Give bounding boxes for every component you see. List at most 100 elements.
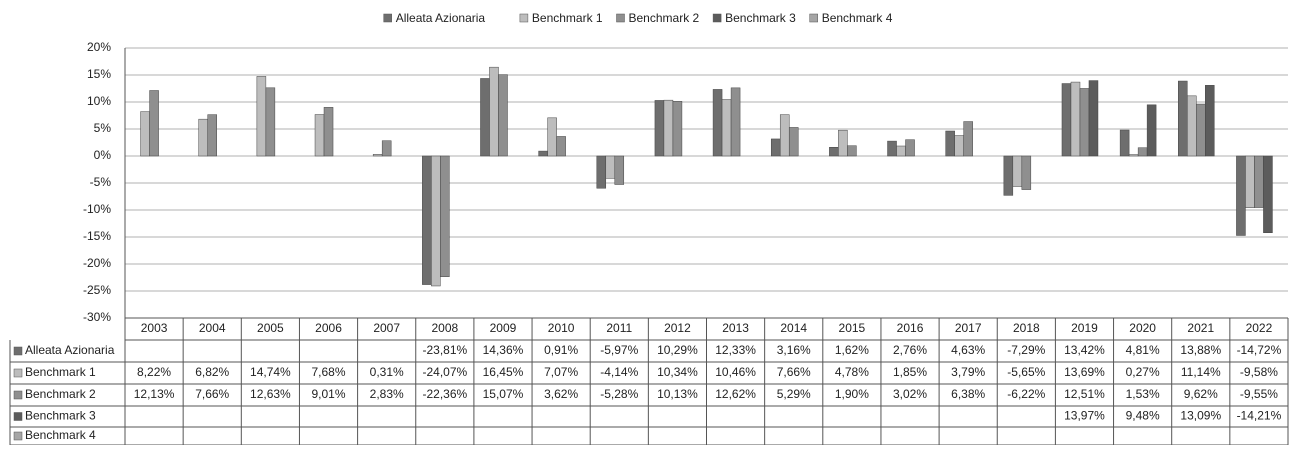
table-cell: 16,45%	[483, 365, 524, 379]
table-cell: 13,09%	[1180, 409, 1221, 423]
bar	[1079, 88, 1090, 157]
bar	[431, 155, 441, 287]
x-tick-label: 2013	[722, 321, 749, 335]
table-cell: 9,48%	[1126, 409, 1160, 423]
bar	[1070, 81, 1081, 157]
bar	[838, 129, 848, 157]
bar	[712, 89, 723, 157]
bar	[149, 90, 159, 157]
bar	[1263, 155, 1273, 233]
table-swatch	[13, 431, 23, 441]
bar	[547, 117, 557, 157]
bar	[489, 66, 499, 157]
legend-label: Benchmark 4	[822, 11, 893, 25]
x-tick-label: 2011	[606, 321, 632, 335]
bar	[538, 150, 548, 157]
table-cell: 2,83%	[370, 387, 404, 401]
table-cell: 3,62%	[544, 387, 578, 401]
x-tick-label: 2009	[490, 321, 517, 335]
bar	[1196, 103, 1206, 157]
table-row-label: Benchmark 4	[25, 428, 96, 442]
table-cell: 5,29%	[777, 387, 811, 401]
table-row-label: Alleata Azionaria	[25, 343, 115, 357]
table-cell: 15,07%	[483, 387, 524, 401]
table-swatch	[13, 346, 23, 356]
bar	[265, 87, 276, 157]
table-cell: 7,66%	[195, 387, 229, 401]
y-tick-label: -5%	[90, 175, 112, 189]
bar	[614, 155, 625, 185]
x-tick-label: 2022	[1246, 321, 1273, 335]
x-tick-label: 2016	[897, 321, 924, 335]
table-cell: 10,13%	[657, 387, 698, 401]
table-cell: 6,82%	[195, 365, 229, 379]
table-cell: 7,68%	[312, 365, 346, 379]
table-cell: 10,34%	[657, 365, 698, 379]
legend-label: Benchmark 2	[629, 11, 700, 25]
table-row-label: Benchmark 3	[25, 409, 96, 423]
table-swatch	[13, 390, 23, 400]
table-cell: -6,22%	[1007, 387, 1045, 401]
table-cell: 0,31%	[370, 365, 404, 379]
table-cell: -24,07%	[422, 365, 467, 379]
table-cell: -4,14%	[600, 365, 638, 379]
table-cell: 1,90%	[835, 387, 869, 401]
bar	[596, 155, 607, 189]
table-cell: 12,13%	[134, 387, 175, 401]
legend-label: Benchmark 1	[532, 11, 603, 25]
legend-swatch	[809, 13, 818, 23]
x-tick-label: 2015	[839, 321, 866, 335]
table-row-label: Benchmark 1	[25, 365, 96, 379]
table-cell: 1,53%	[1126, 387, 1160, 401]
x-tick-label: 2017	[955, 321, 982, 335]
bar	[1236, 155, 1246, 236]
x-tick-label: 2012	[664, 321, 691, 335]
bar	[556, 136, 566, 157]
y-tick-label: 0%	[94, 148, 112, 162]
table-cell: 10,46%	[715, 365, 756, 379]
bar	[422, 155, 432, 285]
y-tick-label: 20%	[87, 40, 111, 54]
bar	[140, 111, 150, 157]
bar	[372, 154, 383, 157]
table-cell: 13,42%	[1064, 343, 1105, 357]
x-tick-label: 2008	[431, 321, 458, 335]
bar	[788, 127, 799, 157]
y-tick-label: -30%	[83, 310, 111, 324]
bar	[905, 139, 915, 157]
table-cell: -5,65%	[1007, 365, 1045, 379]
x-tick-label: 2006	[315, 321, 342, 335]
table-cell: 10,29%	[657, 343, 698, 357]
table-cell: 12,51%	[1064, 387, 1105, 401]
bar	[605, 155, 616, 179]
bar	[198, 118, 208, 157]
table-cell: 12,33%	[715, 343, 756, 357]
x-tick-label: 2007	[373, 321, 400, 335]
y-tick-label: -15%	[83, 229, 111, 243]
bar	[954, 135, 964, 157]
legend-swatch	[519, 13, 529, 23]
bar	[314, 114, 325, 157]
table-cell: 4,78%	[835, 365, 869, 379]
table-cell: 0,91%	[544, 343, 578, 357]
table-swatch	[13, 412, 23, 421]
table-cell: 11,14%	[1181, 365, 1221, 379]
bar	[323, 107, 334, 157]
x-tick-label: 2019	[1071, 321, 1098, 335]
x-tick-label: 2020	[1129, 321, 1156, 335]
table-cell: 13,88%	[1180, 343, 1221, 357]
bar	[440, 155, 450, 277]
table-cell: 3,79%	[951, 365, 985, 379]
legend-swatch	[616, 13, 625, 23]
y-tick-label: -20%	[83, 256, 111, 270]
table-cell: 6,38%	[951, 387, 985, 401]
bar	[1021, 155, 1032, 190]
bar	[829, 147, 839, 157]
table-cell: 13,69%	[1064, 365, 1105, 379]
table-cell: 2,76%	[893, 343, 927, 357]
legend-label: Alleata Azionaria	[396, 11, 486, 25]
table-cell: 9,01%	[312, 387, 346, 401]
x-tick-label: 2004	[199, 321, 226, 335]
y-tick-label: 5%	[94, 121, 112, 135]
bar	[847, 145, 857, 157]
